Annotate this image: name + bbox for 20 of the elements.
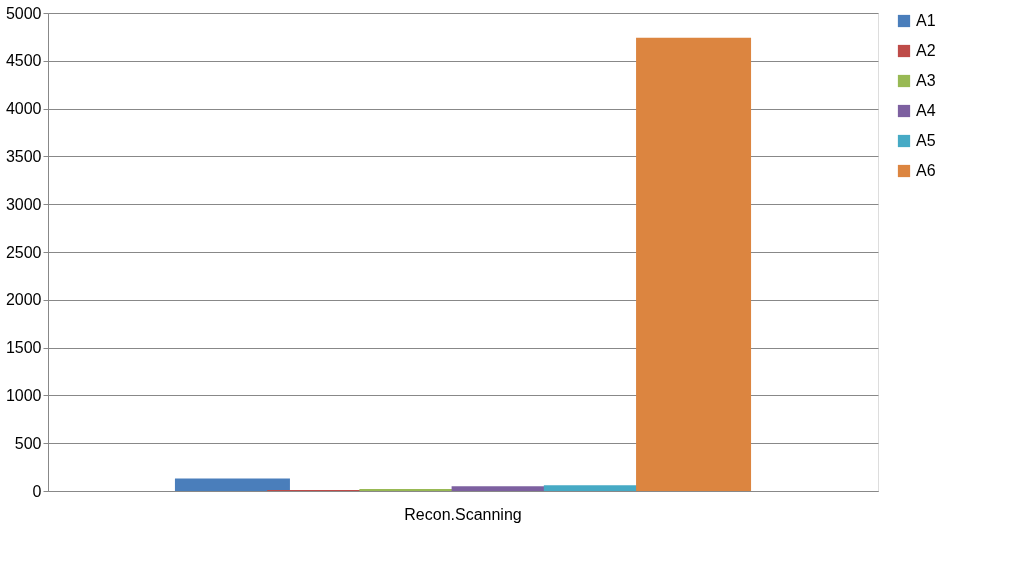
y-tick-label: 1000 [5,386,42,404]
legend-label: A5 [916,132,936,149]
legend-label: A3 [916,72,936,89]
y-tick-label: 3000 [5,195,42,213]
legend-label: A6 [916,162,936,179]
y-tick-label: 3500 [5,147,42,165]
y-tick-label: 1500 [5,339,42,357]
x-tick-label: Recon.Scanning [404,505,522,523]
bar [174,478,290,491]
y-tick-label: 5000 [5,4,42,22]
legend-label: A2 [916,42,936,59]
y-tick-label: 500 [14,434,42,452]
y-tick-label: 4500 [5,52,42,70]
y-tick-label: 4000 [5,100,42,118]
legend-label: A4 [916,102,936,119]
y-tick-label: 2500 [5,243,42,261]
bar [636,37,752,491]
legend-label: A1 [916,12,936,29]
y-tick-label: 2000 [5,291,42,309]
y-tick-label: 0 [32,482,42,500]
